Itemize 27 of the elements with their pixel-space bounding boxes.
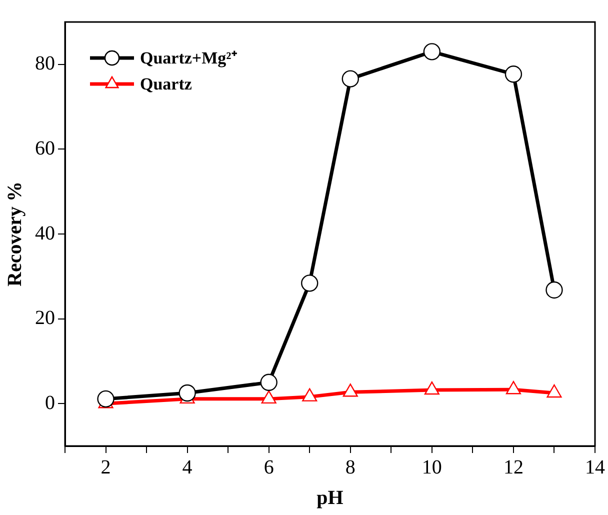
x-tick-label: 6	[264, 456, 274, 478]
y-tick-label: 60	[35, 137, 55, 160]
legend-label: Quartz+Mg²⁺	[140, 48, 238, 68]
point	[261, 390, 276, 404]
point	[342, 384, 358, 397]
legend-label: Quartz	[140, 74, 192, 94]
point	[546, 384, 562, 398]
point	[342, 70, 359, 88]
y-tick-label: 0	[45, 392, 55, 414]
point	[424, 381, 440, 395]
y-axis-title: Recovery %	[4, 182, 26, 286]
point	[423, 43, 441, 60]
x-tick-label: 10	[422, 456, 442, 478]
point	[506, 381, 521, 394]
x-tick-label: 14	[585, 456, 605, 478]
point	[301, 274, 318, 292]
x-tick-label: 8	[345, 456, 356, 478]
y-tick-label: 80	[35, 52, 55, 75]
x-tick-label: 12	[503, 456, 524, 478]
point	[302, 388, 318, 402]
x-tick-label: 2	[100, 456, 111, 478]
y-tick-label: 40	[35, 222, 55, 244]
point	[504, 66, 522, 83]
x-axis-title: pH	[316, 487, 344, 510]
x-tick-label: 4	[182, 456, 192, 478]
y-tick-label: 20	[35, 307, 55, 330]
point	[546, 281, 563, 299]
